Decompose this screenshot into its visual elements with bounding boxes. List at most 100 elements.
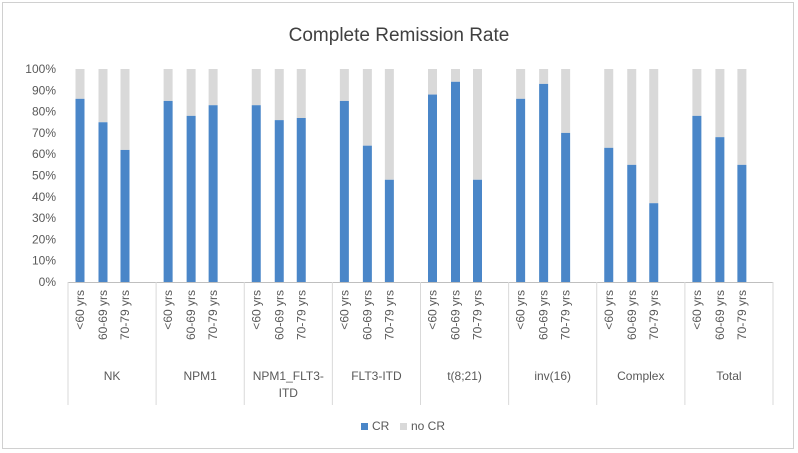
group-label: Total — [716, 369, 741, 383]
bar-cr — [516, 98, 526, 282]
legend: CR no CR — [361, 419, 445, 433]
age-tick-label: <60 yrs — [73, 290, 87, 330]
bar-cr — [539, 83, 549, 282]
age-tick-label: 60-69 yrs — [272, 290, 286, 340]
y-tick-label: 70% — [32, 126, 56, 140]
legend-label-cr: CR — [372, 419, 390, 433]
group-label: NPM1_FLT3- — [253, 369, 324, 383]
age-tick-label: 70-79 yrs — [735, 290, 749, 340]
bar-cr — [649, 203, 659, 282]
y-tick-label: 40% — [32, 190, 56, 204]
x-axis: <60 yrs 60-69 yrs 70-79 yrs NK <60 yrs 60-69 … — [67, 282, 774, 405]
y-tick-label: 100% — [25, 62, 56, 76]
age-tick-label: <60 yrs — [602, 290, 616, 330]
bar-cr — [473, 179, 482, 282]
age-tick-label: 70-79 yrs — [118, 290, 132, 340]
age-tick-label: <60 yrs — [249, 290, 263, 330]
group-label: t(8;21) — [447, 369, 482, 383]
bar-no-cr — [75, 69, 85, 99]
legend-swatch-no-cr — [400, 423, 407, 430]
bar-cr — [120, 149, 130, 282]
bar-no-cr — [163, 69, 173, 101]
bar-cr — [339, 100, 349, 282]
age-tick-label: 70-79 yrs — [559, 290, 573, 340]
age-tick-label: 60-69 yrs — [537, 290, 551, 340]
age-tick-label: 60-69 yrs — [713, 290, 727, 340]
bar-cr — [604, 147, 614, 282]
bar-no-cr — [251, 69, 261, 106]
bar-cr — [715, 137, 725, 282]
y-tick-label: 10% — [32, 254, 56, 268]
chart-frame: Complete Remission Rate 0% 10% 20% 30% 40% 50… — [2, 2, 794, 449]
y-tick-label: 60% — [32, 147, 56, 161]
bars — [75, 69, 747, 283]
bar-cr — [208, 105, 218, 283]
age-tick-label: 70-79 yrs — [471, 290, 485, 340]
age-tick-label: 70-79 yrs — [206, 290, 220, 340]
bar-no-cr — [737, 69, 747, 165]
y-tick-label: 30% — [32, 211, 56, 225]
bar-cr — [274, 120, 284, 283]
bar-cr — [428, 94, 437, 282]
bar-no-cr — [516, 69, 526, 99]
bar-cr — [627, 164, 637, 282]
legend-swatch-cr — [361, 423, 368, 430]
bar-cr — [451, 81, 460, 282]
bar-no-cr — [362, 69, 372, 146]
group-label: NK — [104, 369, 121, 383]
bar-no-cr — [274, 69, 284, 121]
age-tick-label: 60-69 yrs — [625, 290, 639, 340]
y-axis: 0% 10% 20% 30% 40% 50% 60% 70% 80% 90% 100% — [25, 62, 56, 289]
bar-cr — [737, 164, 747, 282]
age-tick-label: <60 yrs — [161, 290, 175, 330]
age-tick-label: <60 yrs — [426, 290, 440, 330]
bar-no-cr — [120, 69, 130, 150]
bar-cr — [362, 145, 372, 282]
bar-no-cr — [539, 69, 549, 84]
age-tick-label: <60 yrs — [337, 290, 351, 330]
age-tick-label: 60-69 yrs — [96, 290, 110, 340]
age-tick-label: 60-69 yrs — [449, 290, 463, 340]
bar-no-cr — [384, 69, 394, 180]
bar-cr — [163, 100, 173, 282]
y-tick-label: 0% — [39, 275, 57, 289]
bar-no-cr — [98, 69, 108, 123]
group-label: NPM1 — [184, 369, 218, 383]
bar-cr — [251, 105, 261, 283]
bar-no-cr — [604, 69, 614, 148]
chart-title: Complete Remission Rate — [289, 25, 510, 46]
bar-cr — [561, 132, 571, 282]
legend-label-no-cr: no CR — [411, 419, 445, 433]
bar-no-cr — [451, 69, 460, 82]
group-label: ITD — [279, 386, 299, 400]
bar-no-cr — [296, 69, 306, 118]
stacked-bar-chart: Complete Remission Rate 0% 10% 20% 30% 40% 50… — [25, 25, 774, 433]
bar-cr — [75, 98, 85, 282]
age-tick-label: 70-79 yrs — [647, 290, 661, 340]
bar-cr — [296, 117, 306, 283]
bar-no-cr — [339, 69, 349, 101]
age-tick-label: 60-69 yrs — [360, 290, 374, 340]
bar-cr — [186, 115, 196, 282]
age-tick-label: <60 yrs — [514, 290, 528, 330]
group-label: FLT3-ITD — [351, 369, 402, 383]
bar-cr — [692, 115, 702, 282]
bar-no-cr — [627, 69, 637, 165]
group-label: Complex — [617, 369, 664, 383]
bar-no-cr — [715, 69, 725, 138]
bar-no-cr — [186, 69, 196, 116]
bar-no-cr — [473, 69, 482, 180]
bar-cr — [98, 122, 108, 282]
y-tick-label: 50% — [32, 169, 56, 183]
age-tick-label: 60-69 yrs — [184, 290, 198, 340]
group-label: inv(16) — [534, 369, 571, 383]
bar-no-cr — [692, 69, 702, 116]
bar-no-cr — [428, 69, 437, 95]
bar-no-cr — [208, 69, 218, 106]
age-tick-label: <60 yrs — [690, 290, 704, 330]
y-tick-label: 20% — [32, 232, 56, 246]
bar-cr — [384, 179, 394, 282]
bar-no-cr — [561, 69, 571, 133]
age-tick-label: 70-79 yrs — [382, 290, 396, 340]
bar-no-cr — [649, 69, 659, 204]
